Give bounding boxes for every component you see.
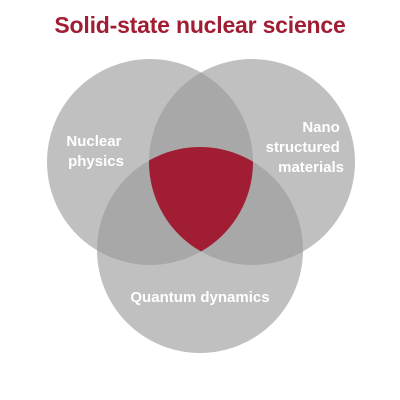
label-nuclear-physics-line-2: physics	[68, 153, 124, 170]
label-nano-structured-materials: Nano structured materials	[266, 119, 344, 176]
label-nano-line-3: materials	[278, 159, 344, 176]
label-quantum-dynamics: Quantum dynamics	[130, 289, 269, 306]
diagram-title: Solid-state nuclear science	[54, 12, 346, 38]
label-nuclear-physics: Nuclear physics	[66, 133, 125, 170]
label-nano-line-2: structured	[266, 139, 340, 156]
label-quantum-dynamics-line-1: Quantum dynamics	[130, 289, 269, 306]
label-nuclear-physics-line-1: Nuclear	[66, 133, 121, 150]
label-nano-line-1: Nano	[302, 119, 340, 136]
